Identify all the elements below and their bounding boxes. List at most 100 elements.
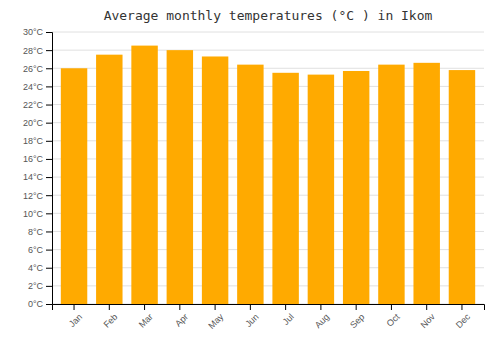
tick-label: 10°C (23, 209, 44, 219)
tick-mark (46, 105, 52, 106)
tick-label: Feb (101, 312, 119, 330)
y-tick: 28°C (23, 46, 52, 56)
bar (167, 50, 193, 304)
tick-mark (74, 304, 75, 310)
tick-label: 26°C (23, 64, 44, 74)
y-tick: 24°C (23, 82, 52, 92)
title: Average monthly temperatures (°C ) in Ik… (104, 8, 433, 23)
tick-mark (426, 304, 427, 310)
y-tick: 18°C (23, 136, 52, 146)
tick-label: Dec (454, 311, 473, 330)
tick-mark (215, 304, 216, 310)
x-tick: Mar (137, 304, 155, 330)
tick-mark (461, 304, 462, 310)
y-tick: 8°C (28, 227, 52, 237)
tick-label: Aug (313, 312, 331, 330)
x-tick: Jun (243, 304, 260, 329)
x-tick: Jul (281, 304, 296, 327)
axis-domain (53, 305, 485, 311)
bar (96, 55, 122, 304)
bar (449, 70, 475, 304)
tick-label: 6°C (28, 245, 44, 255)
tick-label: 20°C (23, 118, 44, 128)
tick-label: 2°C (28, 281, 44, 291)
x-axis: Jan Feb Mar Apr May Jun Jul Aug Sep Oct Nov Dec (53, 304, 485, 331)
bar (202, 56, 228, 304)
x-tick: Feb (101, 304, 119, 330)
tick-label: Apr (173, 312, 190, 329)
tick-mark (179, 304, 180, 310)
x-tick: Nov (419, 304, 438, 330)
tick-mark (46, 123, 52, 124)
tick-mark (46, 213, 52, 214)
chart: 0°C 2°C 4°C 6°C 8°C 10°C 12°C 14°C 16°C 18°C 20°C 2… (0, 0, 500, 350)
y-tick: 4°C (28, 263, 52, 273)
tick-label: Oct (385, 311, 402, 328)
x-tick: Oct (385, 304, 402, 329)
tick-mark (46, 68, 52, 69)
axis-domain (46, 33, 53, 305)
y-tick: 12°C (23, 191, 52, 201)
tick-mark (46, 141, 52, 142)
tick-label: 8°C (28, 227, 44, 237)
tick-label: Jan (67, 312, 84, 329)
tick-mark (46, 286, 52, 287)
bar (237, 65, 263, 304)
tick-label: Jul (281, 312, 296, 327)
tick-mark (285, 304, 286, 310)
tick-mark (46, 268, 52, 269)
tick-label: 30°C (23, 27, 44, 37)
y-tick: 16°C (23, 154, 52, 164)
bar (308, 75, 334, 304)
tick-mark (46, 304, 52, 305)
tick-mark (46, 195, 52, 196)
tick-label: 14°C (23, 172, 44, 182)
y-tick: 20°C (23, 118, 52, 128)
bar (413, 63, 439, 304)
y-tick: 10°C (23, 209, 52, 219)
tick-label: Mar (137, 312, 155, 330)
tick-label: 4°C (28, 263, 44, 273)
tick-label: 24°C (23, 82, 44, 92)
plot: 0°C 2°C 4°C 6°C 8°C 10°C 12°C 14°C 16°C 18°C 20°C 2… (23, 27, 485, 330)
tick-label: 12°C (23, 191, 44, 201)
tick-label: Nov (419, 311, 438, 330)
tick-mark (46, 86, 52, 87)
tick-mark (144, 304, 145, 310)
grid-line (52, 32, 484, 33)
x-tick: Apr (173, 304, 190, 329)
y-tick: 30°C (23, 27, 52, 37)
tick-mark (250, 304, 251, 310)
y-tick: 6°C (28, 245, 52, 255)
bar (131, 46, 157, 304)
tick-mark (320, 304, 321, 310)
bars (61, 46, 475, 304)
grid (52, 32, 484, 304)
x-tick: Dec (454, 304, 473, 330)
tick-label: 28°C (23, 46, 44, 56)
tick-label: 18°C (23, 136, 44, 146)
tick-mark (391, 304, 392, 310)
tick-mark (46, 231, 52, 232)
y-tick: 14°C (23, 172, 52, 182)
x-tick: Jan (67, 304, 84, 329)
tick-label: Jun (243, 312, 260, 329)
y-axis: 0°C 2°C 4°C 6°C 8°C 10°C 12°C 14°C 16°C 18°C 20°C 2… (23, 27, 53, 309)
tick-mark (356, 304, 357, 310)
tick-label: Sep (348, 312, 366, 330)
tick-label: 22°C (23, 100, 44, 110)
x-tick: May (206, 304, 225, 331)
bar (343, 71, 369, 304)
tick-mark (109, 304, 110, 310)
tick-mark (46, 50, 52, 51)
tick-mark (46, 32, 52, 33)
x-tick: Aug (313, 304, 331, 330)
tick-mark (46, 177, 52, 178)
y-tick: 26°C (23, 64, 52, 74)
grid-line (52, 50, 484, 51)
x-tick: Sep (348, 304, 366, 330)
tick-label: 0°C (28, 299, 44, 309)
tick-mark (46, 159, 52, 160)
bar (61, 68, 87, 304)
tick-label: 16°C (23, 154, 44, 164)
